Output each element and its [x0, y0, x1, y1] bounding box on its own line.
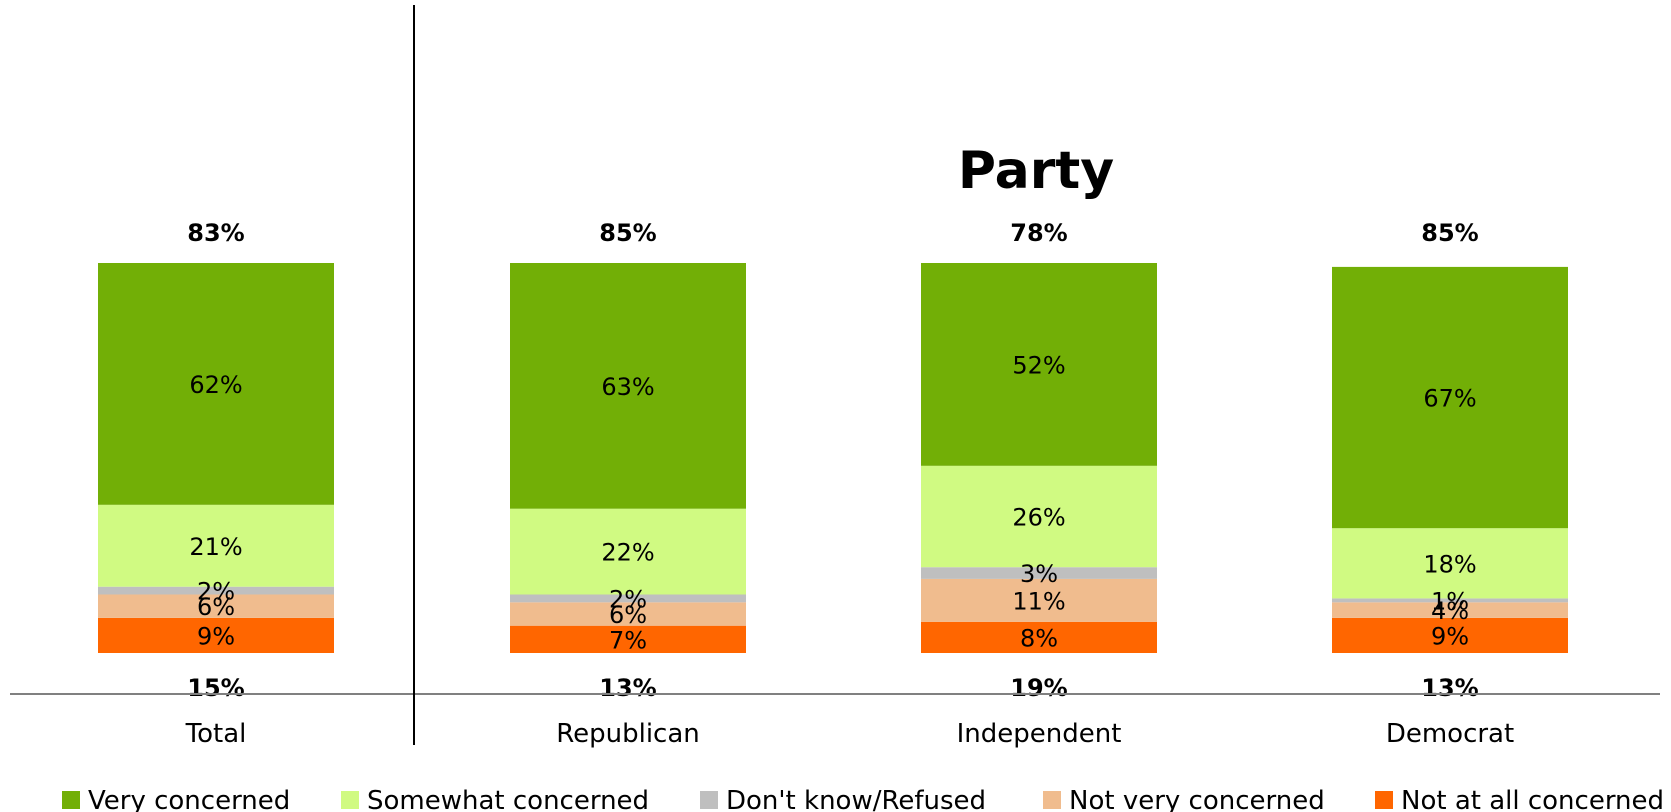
bar-democrat-don-t-know-refused — [1332, 598, 1568, 603]
data-label-total-don-t-know-refused: 2% — [197, 578, 235, 606]
bar-democrat-somewhat-concerned — [1332, 528, 1568, 599]
bar-republican-not-at-all-concerned — [510, 625, 746, 653]
bar-independent-somewhat-concerned — [921, 465, 1157, 568]
data-label-independent-very-concerned: 52% — [1012, 351, 1065, 379]
bar-independent-very-concerned — [921, 263, 1157, 466]
bars-layer — [98, 263, 1568, 653]
legend-swatch-not-at-all-concerned — [1375, 791, 1393, 809]
legend-label-very-concerned: Very concerned — [88, 786, 290, 812]
legend-swatch-don-t-know-refused — [700, 791, 718, 809]
data-label-total-very-concerned: 62% — [189, 371, 242, 399]
bar-democrat-very-concerned — [1332, 266, 1568, 529]
data-label-total-not-at-all-concerned: 9% — [197, 622, 235, 650]
labels-layer: 9%6%2%21%62%83%15%Total7%6%2%22%63%85%13… — [185, 219, 1515, 749]
data-label-democrat-not-at-all-concerned: 9% — [1431, 622, 1469, 650]
data-label-democrat-don-t-know-refused: 1% — [1431, 587, 1469, 615]
not-concerned-total-total: 15% — [187, 674, 244, 702]
data-label-independent-don-t-know-refused: 3% — [1020, 560, 1058, 588]
bar-total-not-very-concerned — [98, 594, 334, 618]
legend-label-not-very-concerned: Not very concerned — [1069, 786, 1325, 812]
legend-label-don-t-know-refused: Don't know/Refused — [726, 786, 986, 812]
legend-label-somewhat-concerned: Somewhat concerned — [367, 786, 649, 812]
concerned-total-independent: 78% — [1010, 219, 1067, 247]
bar-independent-not-very-concerned — [921, 578, 1157, 622]
group-title-party: Party — [958, 141, 1114, 201]
category-label-republican: Republican — [556, 719, 700, 749]
concerned-total-democrat: 85% — [1421, 219, 1478, 247]
bar-total-not-at-all-concerned — [98, 617, 334, 653]
concerned-total-total: 83% — [187, 219, 244, 247]
bar-total-don-t-know-refused — [98, 586, 334, 595]
bar-republican-not-very-concerned — [510, 602, 746, 626]
data-label-independent-not-at-all-concerned: 8% — [1020, 624, 1058, 652]
legend: Very concerned Somewhat concerned Don't kn… — [62, 786, 1664, 812]
data-label-total-not-very-concerned: 6% — [197, 593, 235, 621]
category-label-independent: Independent — [957, 719, 1122, 749]
concerned-total-republican: 85% — [599, 219, 656, 247]
bar-total-somewhat-concerned — [98, 504, 334, 587]
bar-democrat-not-very-concerned — [1332, 602, 1568, 618]
data-label-democrat-somewhat-concerned: 18% — [1423, 550, 1476, 578]
legend-swatch-not-very-concerned — [1043, 791, 1061, 809]
data-label-democrat-not-very-concerned: 4% — [1431, 597, 1469, 625]
data-label-republican-not-very-concerned: 6% — [609, 601, 647, 629]
not-concerned-total-republican: 13% — [599, 674, 656, 702]
bar-republican-don-t-know-refused — [510, 594, 746, 603]
data-label-independent-somewhat-concerned: 26% — [1012, 504, 1065, 532]
bar-republican-very-concerned — [510, 263, 746, 509]
data-label-independent-not-very-concerned: 11% — [1012, 587, 1065, 615]
legend-swatch-somewhat-concerned — [341, 791, 359, 809]
bar-republican-somewhat-concerned — [510, 508, 746, 595]
data-label-republican-somewhat-concerned: 22% — [601, 539, 654, 567]
category-label-total: Total — [185, 719, 247, 749]
data-label-total-somewhat-concerned: 21% — [189, 533, 242, 561]
data-label-republican-not-at-all-concerned: 7% — [609, 626, 647, 654]
bar-independent-not-at-all-concerned — [921, 621, 1157, 653]
bar-total-very-concerned — [98, 263, 334, 505]
not-concerned-total-democrat: 13% — [1421, 674, 1478, 702]
not-concerned-total-independent: 19% — [1010, 674, 1067, 702]
data-label-democrat-very-concerned: 67% — [1423, 385, 1476, 413]
legend-swatch-very-concerned — [62, 791, 80, 809]
legend-label-not-at-all-concerned: Not at all concerned — [1401, 786, 1664, 812]
data-label-republican-very-concerned: 63% — [601, 373, 654, 401]
category-label-democrat: Democrat — [1386, 719, 1514, 749]
bar-democrat-not-at-all-concerned — [1332, 617, 1568, 653]
bar-independent-don-t-know-refused — [921, 567, 1157, 579]
data-label-republican-don-t-know-refused: 2% — [609, 585, 647, 613]
